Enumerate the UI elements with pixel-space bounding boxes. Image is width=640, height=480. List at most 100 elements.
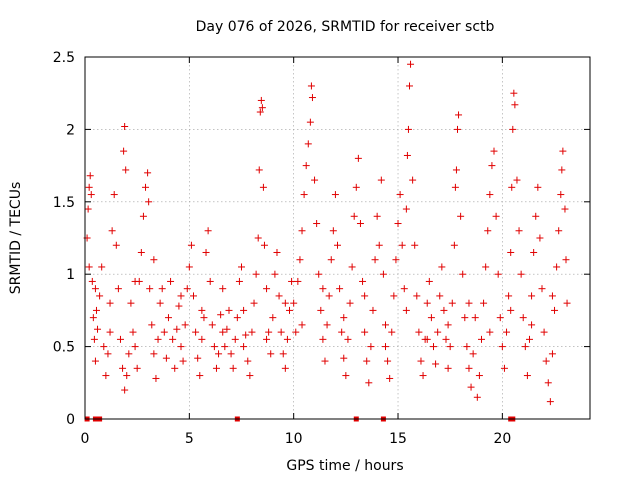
data-point [413,292,421,300]
data-point [281,364,289,372]
data-point [402,205,410,213]
data-point [451,183,459,191]
data-point [521,343,529,351]
data-point [307,82,315,90]
data-point [375,241,383,249]
data-point [104,350,112,358]
data-point [198,335,206,343]
data-point [164,314,172,322]
data-point [419,372,427,380]
x-tick-label: 20 [493,431,511,447]
data-point [486,328,494,336]
data-point [436,292,444,300]
data-point [484,227,492,235]
data-point [546,398,554,406]
data-point [354,154,362,162]
data-point [523,372,531,380]
data-point [356,220,364,228]
data-point [263,285,271,293]
data-point [344,335,352,343]
data-point [444,321,452,329]
data-point [369,306,377,314]
data-point [169,335,177,343]
data-point [558,166,566,174]
data-point [361,292,369,300]
data-point [452,166,460,174]
data-point [119,364,127,372]
data-point [434,328,442,336]
data-point [381,343,389,351]
data-point [532,212,540,220]
data-point [123,372,131,380]
data-point [96,292,104,300]
data-point [283,335,291,343]
data-point [85,183,93,191]
data-point [557,191,565,199]
data-point [225,306,233,314]
data-point [198,306,206,314]
data-point [183,285,191,293]
data-point [417,357,425,365]
data-point [187,241,195,249]
data-point [528,321,536,329]
data-point [509,125,517,133]
x-axis-label: GPS time / hours [286,458,403,474]
x-tick-labels: 0 5 10 15 20 [81,431,512,447]
data-point [563,299,571,307]
data-point [256,108,264,116]
data-point [137,248,145,256]
data-point [219,328,227,336]
data-point [288,277,296,285]
data-point [273,248,281,256]
data-point [84,205,92,213]
data-point [336,285,344,293]
data-point [486,191,494,199]
data-point [108,227,116,235]
data-point [296,256,304,264]
data-points [83,60,571,422]
data-point [306,118,314,126]
data-point [555,227,563,235]
data-point [461,314,469,322]
data-point [89,314,97,322]
axis-ticks [84,56,590,420]
data-point [559,147,567,155]
data-point [480,299,488,307]
data-point [551,306,559,314]
data-point [98,263,106,271]
data-point [381,321,389,329]
data-point [258,104,266,112]
data-point [255,166,263,174]
data-point [190,292,198,300]
y-tick-label: 2.5 [53,50,75,66]
data-point [411,241,419,249]
data-point [229,364,237,372]
data-point [398,241,406,249]
data-point [536,234,544,242]
data-point [144,169,152,177]
data-point [94,325,102,333]
data-point [340,354,348,362]
data-point [252,270,260,278]
data-point [490,147,498,155]
data-point [308,94,316,102]
data-point [208,321,216,329]
data-point [334,241,341,249]
data-point [121,386,129,394]
data-point [106,328,114,336]
data-point [100,343,108,351]
data-point [453,125,461,133]
data-point [446,343,454,351]
data-point [544,379,552,387]
data-point [267,350,275,358]
data-point [221,343,229,351]
data-point [233,314,241,322]
data-point [361,328,369,336]
data-point [150,256,158,264]
data-point [500,364,508,372]
data-point [415,328,423,336]
data-point [300,191,308,199]
data-point [505,292,513,300]
data-point [331,191,339,199]
data-point [154,335,162,343]
